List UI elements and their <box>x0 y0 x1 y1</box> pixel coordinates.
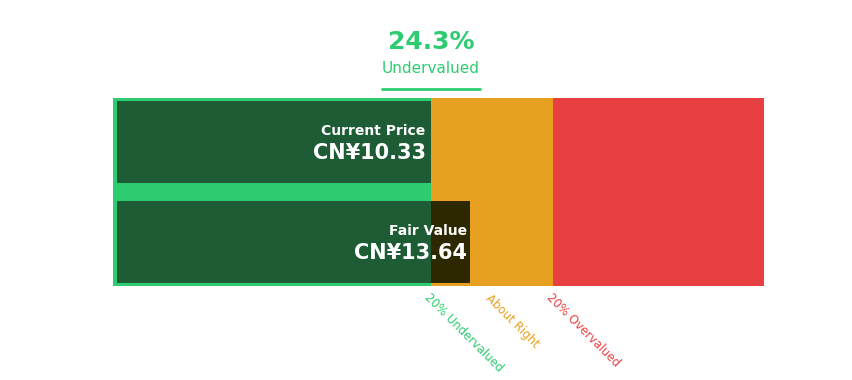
Text: 20% Undervalued: 20% Undervalued <box>422 291 505 375</box>
Bar <box>430 201 469 283</box>
Bar <box>552 98 763 285</box>
Bar <box>117 101 430 183</box>
Bar <box>430 98 552 285</box>
Text: About Right: About Right <box>482 291 541 350</box>
Text: CN¥13.64: CN¥13.64 <box>354 243 466 263</box>
Text: Fair Value: Fair Value <box>389 224 466 238</box>
Text: Current Price: Current Price <box>321 124 425 138</box>
Text: Undervalued: Undervalued <box>382 61 480 76</box>
Bar <box>117 201 430 283</box>
Text: 20% Overvalued: 20% Overvalued <box>543 291 621 370</box>
Bar <box>113 98 430 285</box>
Text: 24.3%: 24.3% <box>388 30 474 54</box>
Text: CN¥10.33: CN¥10.33 <box>313 143 425 163</box>
